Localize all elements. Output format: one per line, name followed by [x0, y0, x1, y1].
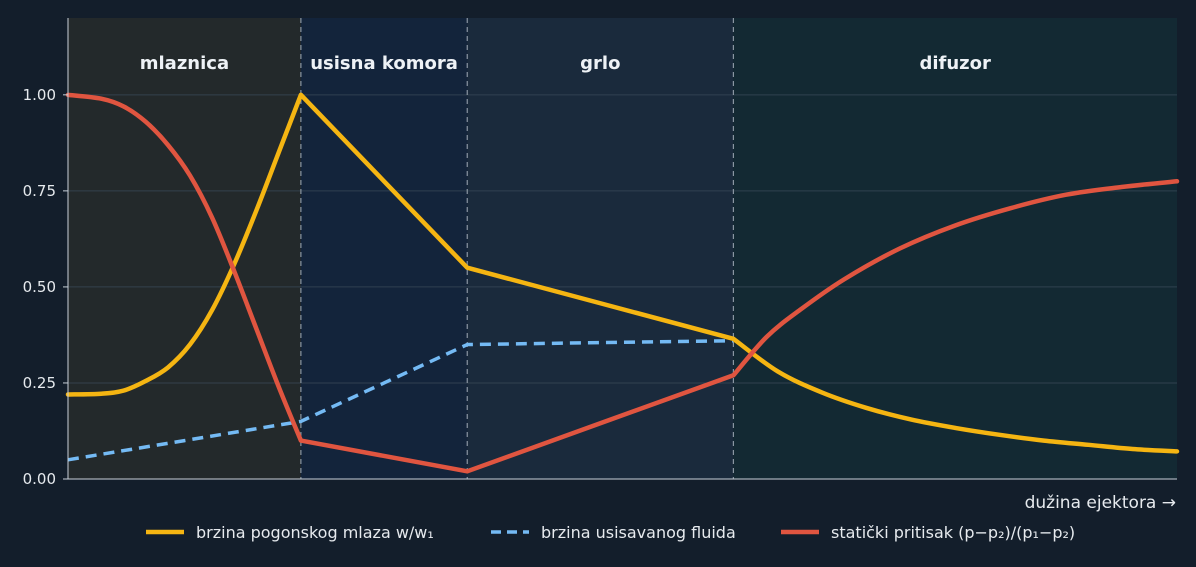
region-backgrounds	[68, 18, 1177, 479]
y-tick-label-3: 0.75	[23, 182, 56, 200]
legend-label-1: brzina usisavanog fluida	[541, 523, 736, 542]
y-tick-label-1: 0.25	[23, 374, 56, 392]
region-0	[68, 18, 301, 479]
y-tick-label-0: 0.00	[23, 470, 56, 488]
y-tick-label-2: 0.50	[23, 278, 56, 296]
series-line-0	[65, 92, 1180, 454]
series-lines	[65, 92, 1180, 474]
grid-lines	[68, 94, 1177, 384]
region-label-1: usisna komora	[310, 53, 458, 74]
region-labels: mlaznica usisna komora grlo difuzor	[140, 53, 991, 74]
region-label-2: grlo	[580, 53, 620, 74]
region-label-3: difuzor	[919, 53, 991, 74]
axes	[63, 18, 1177, 480]
legend-label-2: statički pritisak (p−p₂)/(p₁−p₂)	[831, 523, 1075, 542]
x-axis-label: dužina ejektora →	[1025, 493, 1176, 513]
region-label-0: mlaznica	[140, 53, 229, 74]
y-tick-label-4: 1.00	[23, 86, 56, 104]
region-1	[300, 18, 468, 479]
region-2	[467, 18, 734, 479]
series-line-2	[65, 92, 1180, 474]
legend-label-0: brzina pogonskog mlaza w/w₁	[196, 523, 434, 542]
y-tick-labels: 0.00 0.25 0.50 0.75 1.00	[23, 86, 56, 488]
region-3	[733, 18, 1177, 479]
legend: brzina pogonskog mlaza w/w₁ brzina usisav…	[146, 523, 1075, 542]
series-line-1	[67, 338, 734, 462]
